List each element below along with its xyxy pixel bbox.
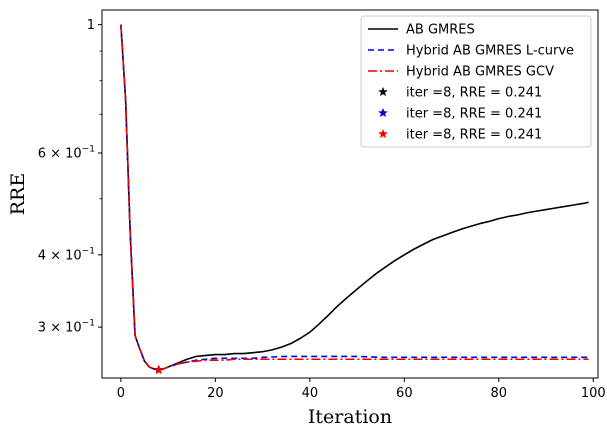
legend-label-0: AB GMRES (406, 23, 475, 38)
y-axis-title: RRE (7, 173, 29, 215)
y-tick-label-3: 3 × 10−1 (38, 319, 95, 336)
legend-label-1: Hybrid AB GMRES L-curve (406, 44, 574, 59)
y-tick-label-0: 1 (87, 18, 95, 33)
legend-box (360, 15, 592, 148)
y-axis: 1 6 × 10−1 4 × 10−1 3 × 10−1 (38, 18, 102, 336)
y-tick-label-2: 4 × 10−1 (38, 246, 95, 263)
series-line-1 (120, 24, 589, 371)
series-line-2 (120, 24, 589, 371)
legend-marker-label-1: iter =8, RRE = 0.241 (406, 107, 542, 122)
x-axis: 0 20 40 60 80 100 (117, 378, 606, 401)
series-layer (120, 24, 589, 371)
legend-marker-0 (378, 86, 388, 97)
legend-marker-label-0: iter =8, RRE = 0.241 (406, 86, 542, 101)
x-tick-label-3: 60 (396, 386, 413, 401)
legend: AB GMRES Hybrid AB GMRES L-curve Hybrid AB… (360, 15, 592, 148)
y-tick-label-1: 6 × 10−1 (38, 144, 95, 161)
x-tick-label-2: 40 (302, 386, 319, 401)
marker-layer (153, 364, 164, 375)
x-tick-label-0: 0 (117, 386, 125, 401)
star-marker-2 (153, 364, 164, 375)
legend-label-2: Hybrid AB GMRES GCV (406, 65, 554, 80)
x-axis-title: Iteration (308, 406, 392, 428)
x-tick-label-5: 100 (581, 386, 606, 401)
x-tick-label-4: 80 (491, 386, 508, 401)
plot-frame (101, 9, 599, 379)
x-tick-label-1: 20 (207, 386, 224, 401)
legend-marker-1 (378, 107, 388, 118)
legend-marker-2 (378, 128, 388, 139)
legend-marker-label-2: iter =8, RRE = 0.241 (406, 128, 542, 143)
